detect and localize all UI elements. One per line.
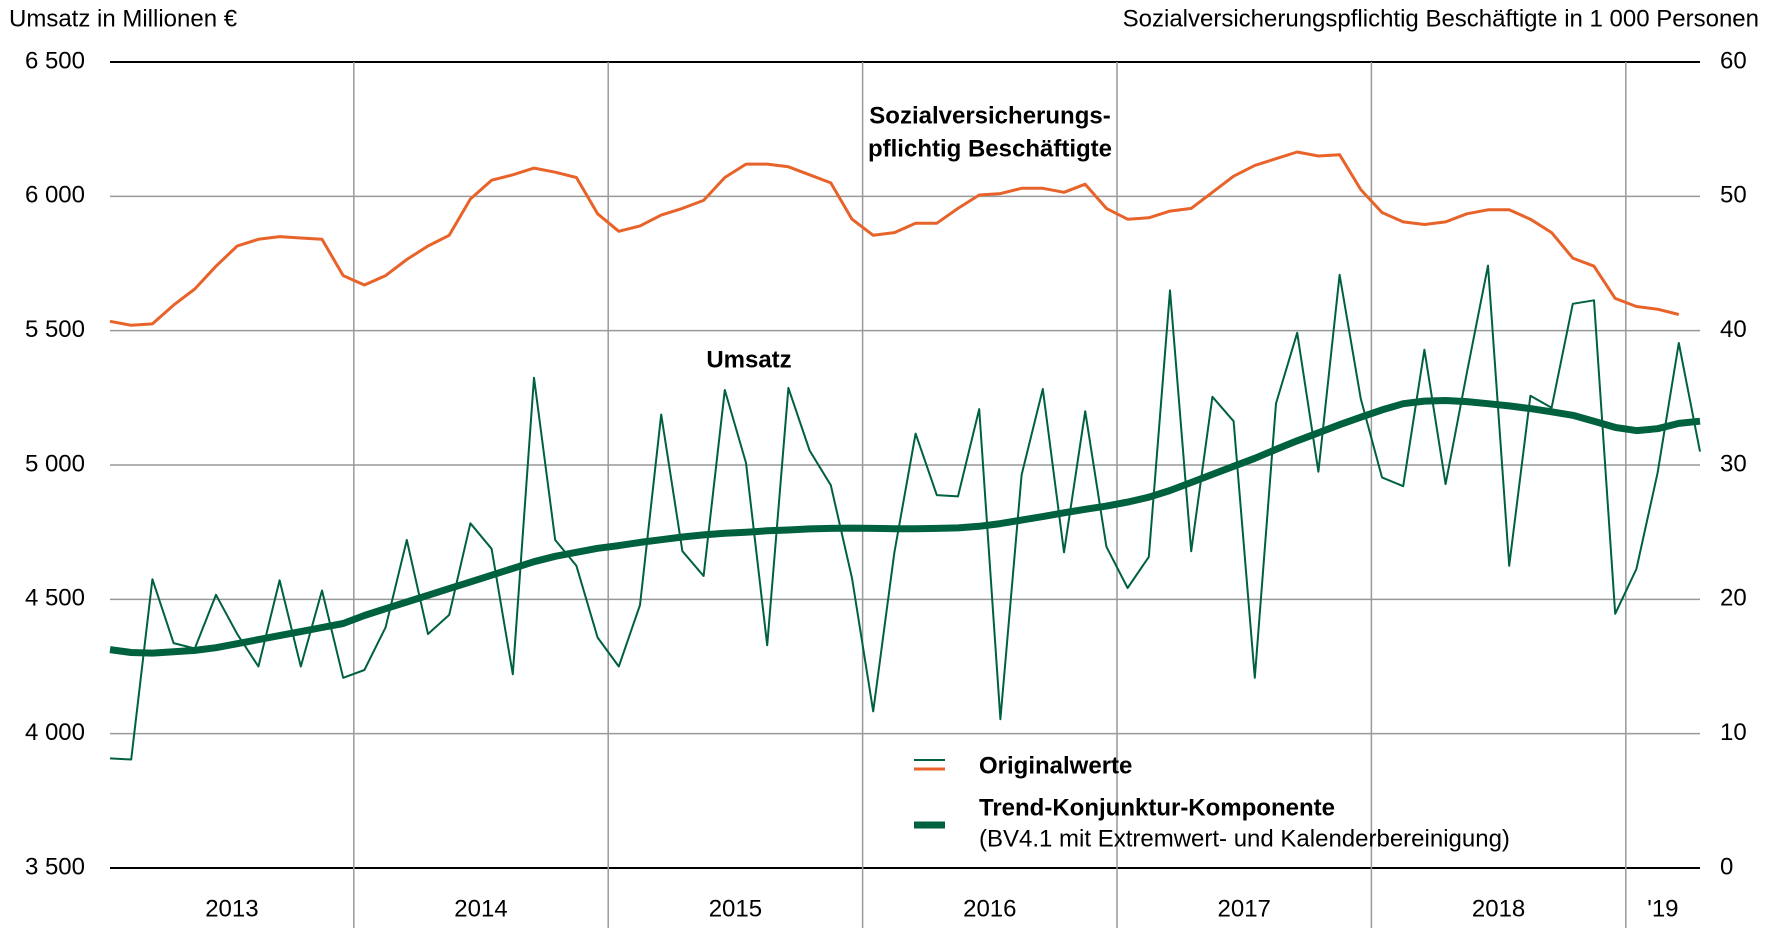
x-tick-label: 2016	[963, 895, 1016, 922]
y2-tick-label: 10	[1720, 719, 1747, 746]
legend-label: Originalwerte	[979, 752, 1132, 779]
y-tick-label: 5 000	[25, 450, 85, 477]
x-tick-label: '19	[1647, 895, 1678, 922]
y2-tick-label: 40	[1720, 316, 1747, 343]
y-tick-label: 3 500	[25, 853, 85, 880]
series-annotation: pflichtig Beschäftigte	[868, 135, 1112, 162]
y-tick-label: 4 500	[25, 585, 85, 612]
x-tick-label: 2014	[454, 895, 507, 922]
series-annotation: Umsatz	[706, 346, 791, 373]
y-tick-label: 4 000	[25, 719, 85, 746]
series-line	[109, 264, 1701, 761]
y2-axis-label: Sozialversicherungspflichtig Beschäftigt…	[1123, 5, 1759, 32]
series-line	[109, 150, 1680, 327]
y2-tick-label: 30	[1720, 450, 1747, 477]
y2-tick-label: 50	[1720, 182, 1747, 209]
x-tick-label: 2017	[1218, 895, 1271, 922]
series-line	[109, 397, 1701, 657]
y2-tick-label: 60	[1720, 47, 1747, 74]
y2-tick-label: 20	[1720, 585, 1747, 612]
series-annotation: Sozialversicherungs-	[869, 102, 1110, 129]
x-tick-label: 2018	[1472, 895, 1525, 922]
y-tick-label: 6 000	[25, 182, 85, 209]
legend-note: (BV4.1 mit Extremwert- und Kalenderberei…	[979, 825, 1510, 852]
x-tick-label: 2015	[709, 895, 762, 922]
y-tick-label: 5 500	[25, 316, 85, 343]
y-tick-label: 6 500	[25, 47, 85, 74]
y-axis-label: Umsatz in Millionen €	[9, 5, 238, 32]
y2-tick-label: 0	[1720, 853, 1733, 880]
legend-label: Trend-Konjunktur-Komponente	[979, 794, 1335, 821]
x-tick-label: 2013	[205, 895, 258, 922]
